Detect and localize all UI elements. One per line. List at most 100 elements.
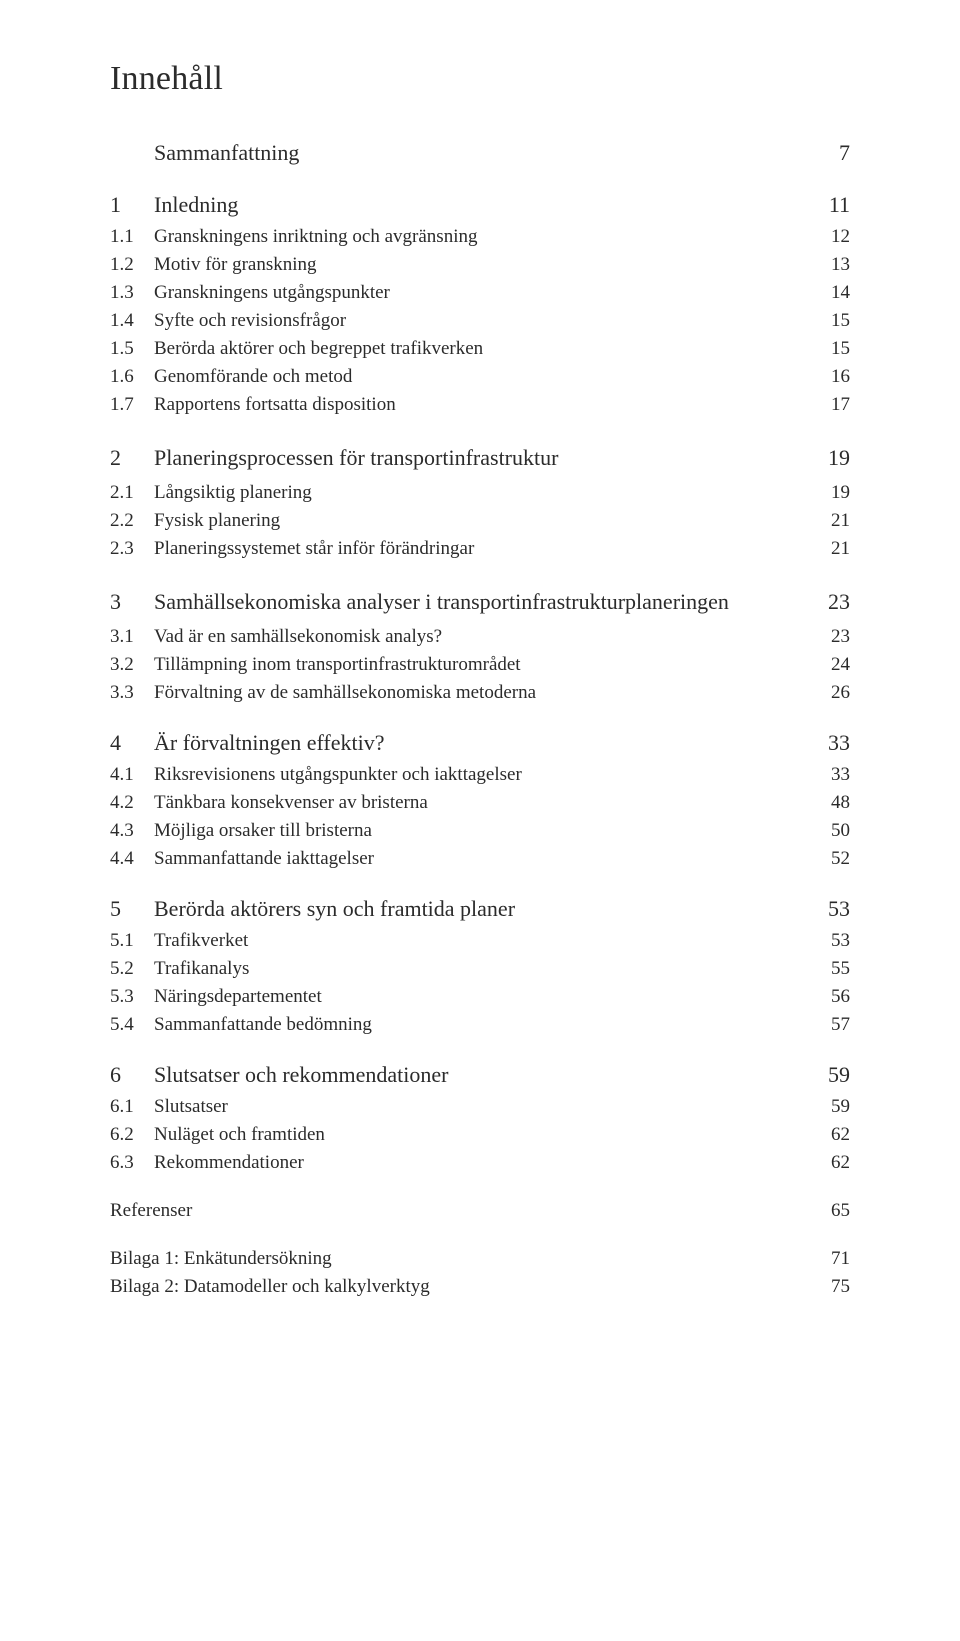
toc-subsection: 1.7Rapportens fortsatta disposition17 [110, 394, 850, 416]
section-title: Inledning [154, 192, 810, 218]
subsection-number: 6.3 [110, 1152, 154, 1174]
subsection-title: Riksrevisionens utgångspunkter och iaktt… [154, 764, 810, 786]
section-page: 23 [810, 589, 850, 615]
toc-subsection: 2.2Fysisk planering21 [110, 510, 850, 532]
toc-standalone: Bilaga 2: Datamodeller och kalkylverktyg… [110, 1276, 850, 1298]
subsection-page: 13 [810, 254, 850, 276]
toc-subsection: 1.4Syfte och revisionsfrågor15 [110, 310, 850, 332]
subsection-title: Fysisk planering [154, 510, 810, 532]
subsection-title: Motiv för granskning [154, 254, 810, 276]
subsection-number: 2.2 [110, 510, 154, 532]
subsection-number: 5.2 [110, 958, 154, 980]
subsection-page: 24 [810, 654, 850, 676]
table-of-contents: Sammanfattning71Inledning111.1Granskning… [110, 140, 850, 1298]
subsection-number: 6.2 [110, 1124, 154, 1146]
toc-section: 3Samhällsekonomiska analyser i transport… [110, 586, 850, 618]
standalone-page: 71 [810, 1248, 850, 1270]
subsection-page: 62 [810, 1152, 850, 1174]
toc-subsection: 6.1Slutsatser59 [110, 1096, 850, 1118]
subsection-title: Syfte och revisionsfrågor [154, 310, 810, 332]
standalone-title: Bilaga 2: Datamodeller och kalkylverktyg [110, 1276, 810, 1298]
subsection-page: 19 [810, 482, 850, 504]
section-page: 7 [810, 140, 850, 166]
section-number: 1 [110, 192, 154, 218]
section-number: 4 [110, 730, 154, 756]
section-number: 5 [110, 896, 154, 922]
subsection-title: Rapportens fortsatta disposition [154, 394, 810, 416]
standalone-page: 65 [810, 1200, 850, 1222]
subsection-title: Slutsatser [154, 1096, 810, 1118]
section-number: 6 [110, 1062, 154, 1088]
subsection-page: 33 [810, 764, 850, 786]
subsection-title: Möjliga orsaker till bristerna [154, 820, 810, 842]
subsection-page: 16 [810, 366, 850, 388]
subsection-number: 4.2 [110, 792, 154, 814]
toc-standalone: Referenser65 [110, 1200, 850, 1222]
section-title: Är förvaltningen effektiv? [154, 730, 810, 756]
subsection-number: 1.7 [110, 394, 154, 416]
toc-subsection: 1.2Motiv för granskning13 [110, 254, 850, 276]
subsection-number: 1.5 [110, 338, 154, 360]
subsection-page: 12 [810, 226, 850, 248]
toc-section: Sammanfattning7 [110, 140, 850, 166]
toc-section: 1Inledning11 [110, 192, 850, 218]
subsection-number: 4.1 [110, 764, 154, 786]
toc-subsection: 1.1Granskningens inriktning och avgränsn… [110, 226, 850, 248]
toc-subsection: 4.3Möjliga orsaker till bristerna50 [110, 820, 850, 842]
toc-subsection: 1.6Genomförande och metod16 [110, 366, 850, 388]
toc-subsection: 3.3Förvaltning av de samhällsekonomiska … [110, 682, 850, 704]
subsection-number: 2.1 [110, 482, 154, 504]
subsection-page: 57 [810, 1014, 850, 1036]
toc-section: 6Slutsatser och rekommendationer59 [110, 1062, 850, 1088]
standalone-title: Bilaga 1: Enkätundersökning [110, 1248, 810, 1270]
subsection-page: 62 [810, 1124, 850, 1146]
subsection-number: 4.3 [110, 820, 154, 842]
section-title: Sammanfattning [154, 140, 810, 166]
subsection-page: 53 [810, 930, 850, 952]
section-number: 2 [110, 445, 154, 471]
toc-section: 2Planeringsprocessen för transportinfras… [110, 442, 850, 474]
toc-subsection: 6.3Rekommendationer62 [110, 1152, 850, 1174]
subsection-page: 15 [810, 310, 850, 332]
subsection-number: 2.3 [110, 538, 154, 560]
subsection-page: 14 [810, 282, 850, 304]
subsection-page: 21 [810, 538, 850, 560]
subsection-title: Förvaltning av de samhällsekonomiska met… [154, 682, 810, 704]
subsection-page: 26 [810, 682, 850, 704]
subsection-title: Trafikanalys [154, 958, 810, 980]
toc-subsection: 4.4Sammanfattande iakttagelser52 [110, 848, 850, 870]
subsection-number: 5.4 [110, 1014, 154, 1036]
subsection-page: 48 [810, 792, 850, 814]
subsection-title: Tillämpning inom transportinfrastrukturo… [154, 654, 810, 676]
subsection-page: 15 [810, 338, 850, 360]
subsection-number: 1.2 [110, 254, 154, 276]
subsection-page: 55 [810, 958, 850, 980]
subsection-page: 52 [810, 848, 850, 870]
toc-subsection: 2.3Planeringssystemet står inför förändr… [110, 538, 850, 560]
toc-subsection: 5.1Trafikverket53 [110, 930, 850, 952]
toc-subsection: 5.4Sammanfattande bedömning57 [110, 1014, 850, 1036]
subsection-page: 17 [810, 394, 850, 416]
subsection-number: 6.1 [110, 1096, 154, 1118]
section-title: Planeringsprocessen för transportinfrast… [154, 442, 810, 474]
toc-subsection: 5.3Näringsdepartementet56 [110, 986, 850, 1008]
subsection-number: 3.3 [110, 682, 154, 704]
subsection-number: 1.4 [110, 310, 154, 332]
subsection-title: Långsiktig planering [154, 482, 810, 504]
subsection-number: 4.4 [110, 848, 154, 870]
subsection-title: Granskningens utgångspunkter [154, 282, 810, 304]
subsection-number: 1.6 [110, 366, 154, 388]
subsection-number: 1.1 [110, 226, 154, 248]
subsection-number: 5.3 [110, 986, 154, 1008]
subsection-title: Nuläget och framtiden [154, 1124, 810, 1146]
toc-section: 4Är förvaltningen effektiv?33 [110, 730, 850, 756]
section-number: 3 [110, 589, 154, 615]
toc-subsection: 2.1Långsiktig planering19 [110, 482, 850, 504]
subsection-page: 23 [810, 626, 850, 648]
subsection-page: 56 [810, 986, 850, 1008]
subsection-page: 59 [810, 1096, 850, 1118]
subsection-title: Trafikverket [154, 930, 810, 952]
toc-subsection: 1.3Granskningens utgångspunkter14 [110, 282, 850, 304]
section-page: 59 [810, 1062, 850, 1088]
toc-subsection: 1.5Berörda aktörer och begreppet trafikv… [110, 338, 850, 360]
